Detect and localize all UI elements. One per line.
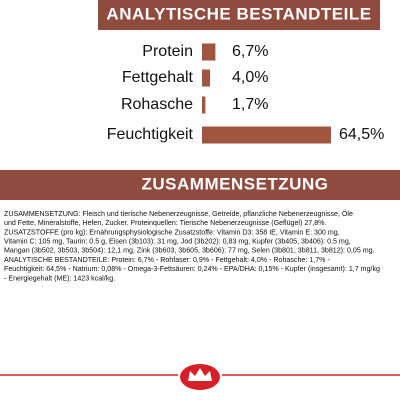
value-label: 6,7% — [232, 43, 268, 60]
composition-line: und Fette, Mineralstoffe, Hefen, Zucker.… — [4, 219, 326, 227]
section-title: ZUSAMMENSETZUNG — [142, 174, 329, 193]
category-label: Feuchtigkeit — [107, 126, 194, 143]
category-label: Rohasche — [121, 96, 193, 113]
composition-line: ANALYTISCHE BESTANDTEILE: Protein: 6,7% … — [4, 256, 330, 264]
value-label: 1,7% — [232, 96, 268, 113]
bar — [202, 43, 216, 61]
composition-line: Mangan (3b502, 3b503, 3b504): 12,1 mg, Z… — [4, 247, 375, 255]
category-label: Fettgehalt — [122, 69, 194, 86]
value-label: 4,0% — [232, 69, 268, 86]
chart-title: ANALYTISCHE BESTANDTEILE — [106, 4, 371, 23]
bar — [202, 126, 331, 144]
logo — [180, 364, 220, 390]
bar — [202, 96, 206, 114]
composition-line: ZUSATZSTOFFE (pro kg): Ernährungsphysiol… — [4, 228, 340, 236]
composition-line: ZUSAMMENSETZUNG: Fleisch und tierische N… — [4, 210, 353, 218]
value-label: 64,5% — [339, 126, 384, 143]
bar — [202, 69, 210, 87]
composition-line: Vitamin C: 105 mg, Taurin: 0,5 g, Eisen … — [4, 237, 351, 245]
header-band — [0, 170, 400, 200]
header-band — [98, 0, 380, 30]
composition-line: Feuchtigkeit: 64,5% - Natrium: 0,08% - O… — [4, 265, 380, 273]
composition-line: - Energiegehalt (ME): 1423 kcal/kg. — [4, 274, 115, 282]
category-label: Protein — [142, 43, 193, 60]
